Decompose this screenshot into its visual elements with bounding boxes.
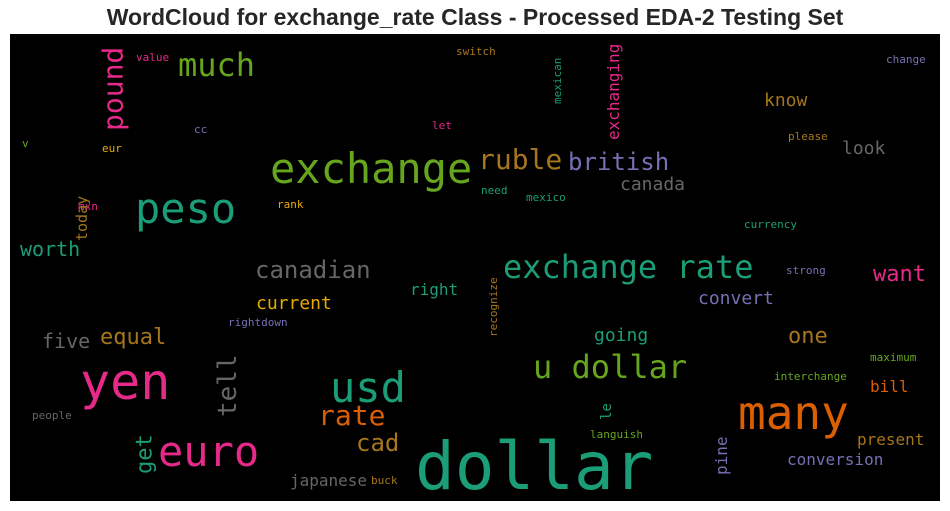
word-people: people <box>32 409 72 422</box>
word-equal: equal <box>100 325 166 350</box>
chart-title: WordCloud for exchange_rate Class - Proc… <box>106 4 844 30</box>
word-maximum: maximum <box>870 351 917 364</box>
word-today: today <box>73 196 91 241</box>
word-mxn: mxn <box>78 200 98 213</box>
word-rank: rank <box>277 198 304 211</box>
word-ruble: ruble <box>478 143 562 176</box>
word-cad: cad <box>356 429 399 457</box>
word-switch: switch <box>456 45 496 58</box>
word-v: v <box>22 137 29 150</box>
word-pine: pine <box>712 436 731 475</box>
word-bill: bill <box>870 377 909 396</box>
word-buck: buck <box>371 474 398 487</box>
wordcloud-canvas: dollar exchange peso yen many euro usd exchange… <box>10 34 940 501</box>
word-japanese: japanese <box>290 471 367 490</box>
word-get: get <box>133 434 158 474</box>
word-tell: tell <box>213 354 243 417</box>
word-interchange: interchange <box>774 370 847 383</box>
word-conversion: conversion <box>787 450 883 469</box>
word-exchange: exchange <box>270 144 472 193</box>
word-much: much <box>178 46 255 84</box>
word-mexico: mexico <box>526 191 566 204</box>
word-dollar: dollar <box>415 428 653 501</box>
word-cc: cc <box>194 123 207 136</box>
word-yen: yen <box>80 353 170 411</box>
word-going: going <box>594 325 648 346</box>
word-please: please <box>788 130 828 143</box>
word-present: present <box>857 430 924 449</box>
word-eur: eur <box>102 142 122 155</box>
word-right: right <box>410 280 458 299</box>
word-canada: canada <box>620 174 685 195</box>
word-let: let <box>432 119 452 132</box>
wordcloud-svg: dollar exchange peso yen many euro usd exchange… <box>10 34 940 501</box>
word-canadian: canadian <box>255 256 371 284</box>
word-mexican: mexican <box>551 58 564 104</box>
word-five: five <box>42 329 90 353</box>
word-exchanging: exchanging <box>604 44 623 140</box>
word-convert: convert <box>698 288 774 309</box>
word-euro: euro <box>158 427 259 476</box>
word-look: look <box>842 138 886 159</box>
word-want: want <box>873 262 926 287</box>
word-usd: usd <box>330 363 406 412</box>
word-change: change <box>886 53 926 66</box>
word-pound: pound <box>96 47 129 131</box>
word-strong: strong <box>786 264 826 277</box>
word-exchange-rate: exchange rate <box>503 248 753 286</box>
word-currency: currency <box>744 218 797 231</box>
word-current: current <box>256 293 332 314</box>
word-british: british <box>568 148 669 176</box>
word-value: value <box>136 51 169 64</box>
word-worth: worth <box>20 237 80 261</box>
word-peso: peso <box>135 184 236 233</box>
word-rightdown: rightdown <box>228 316 288 329</box>
word-u-dollar: u dollar <box>533 348 687 386</box>
word-recognize: recognize <box>487 277 500 337</box>
word-rate: rate <box>318 399 385 432</box>
word-le: le <box>599 403 615 420</box>
word-need: need <box>481 184 508 197</box>
word-know: know <box>764 90 808 111</box>
word-languish: languish <box>590 428 643 441</box>
word-one: one <box>788 324 828 349</box>
word-many: many <box>738 386 849 440</box>
